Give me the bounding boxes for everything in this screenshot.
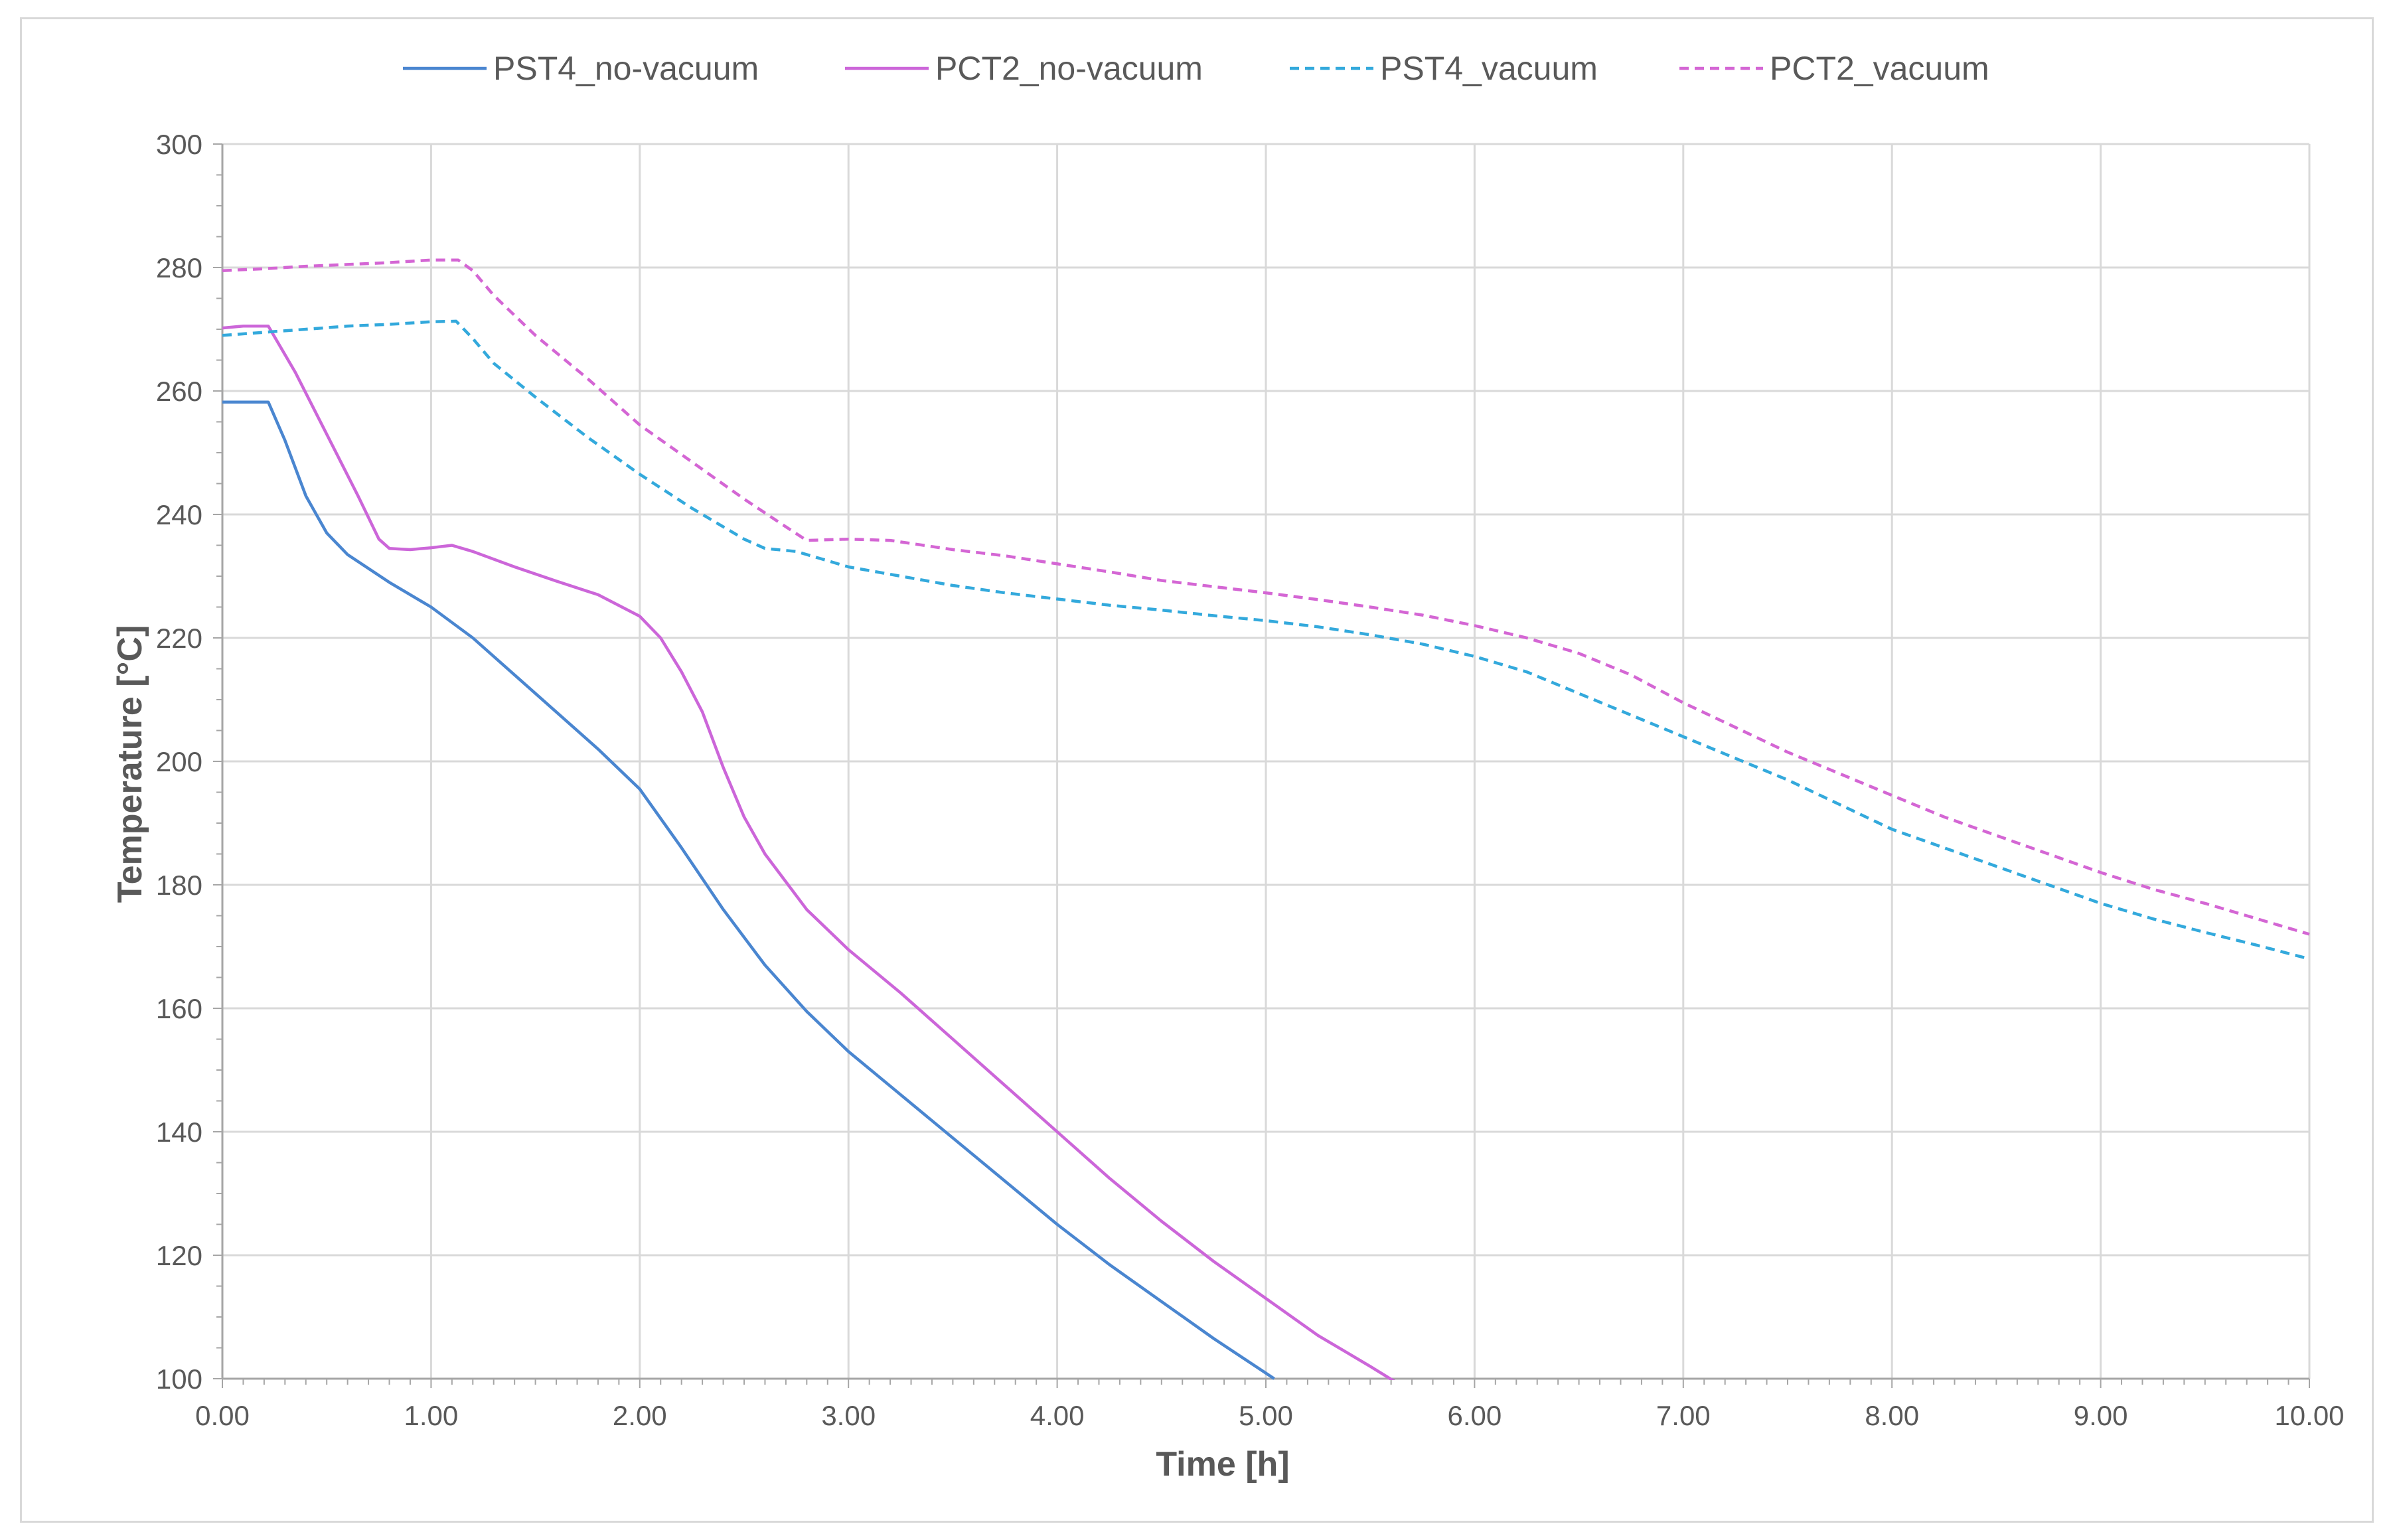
x-tick-label: 1.00 [404, 1400, 459, 1431]
legend-label: PST4_vacuum [1380, 50, 1598, 87]
y-tick-label: 240 [156, 499, 202, 530]
x-axis-title: Time [h] [1156, 1445, 1289, 1484]
legend-label: PCT2_vacuum [1770, 50, 1989, 87]
y-tick-label: 220 [156, 623, 202, 654]
y-tick-label: 140 [156, 1116, 202, 1148]
x-tick-label: 4.00 [1030, 1400, 1085, 1431]
y-axis-title: Temperature [°C] [111, 625, 149, 903]
chart-frame: 100 120 140 160 180 200 220 240 260 280 300 0.00 1.0… [20, 17, 2374, 1523]
temperature-chart: 100 120 140 160 180 200 220 240 260 280 300 0.00 1.0… [111, 50, 2345, 1484]
y-tick-label: 300 [156, 129, 202, 160]
y-tick-label: 100 [156, 1363, 202, 1395]
x-tick-label: 5.00 [1239, 1400, 1293, 1431]
grid [222, 143, 2311, 1379]
y-tick-label: 160 [156, 993, 202, 1024]
series [222, 258, 2310, 1380]
series-line-PCT2_no-vacuum [222, 325, 1395, 1380]
series-line-PCT2_vacuum [222, 258, 2310, 936]
y-tick-label: 120 [156, 1240, 202, 1271]
x-tick-label: 9.00 [2074, 1400, 2128, 1431]
legend-label: PST4_no-vacuum [493, 50, 759, 87]
x-tick-label: 2.00 [613, 1400, 667, 1431]
series-line-PST4_no-vacuum [222, 400, 1275, 1380]
y-tick-label: 280 [156, 252, 202, 283]
tick-labels: 100 120 140 160 180 200 220 240 260 280 300 0.00 1.0… [156, 129, 2345, 1431]
x-tick-label: 0.00 [195, 1400, 250, 1431]
x-tick-label: 6.00 [1448, 1400, 1502, 1431]
x-tick-label: 7.00 [1656, 1400, 1711, 1431]
y-tick-label: 180 [156, 870, 202, 901]
x-tick-label: 8.00 [1865, 1400, 1919, 1431]
legend: PST4_no-vacuum PCT2_no-vacuum PST4_vacuum P… [403, 50, 1989, 87]
legend-label: PCT2_no-vacuum [935, 50, 1203, 87]
x-tick-label: 3.00 [821, 1400, 876, 1431]
x-tick-label: 10.00 [2274, 1400, 2344, 1431]
y-tick-label: 260 [156, 376, 202, 407]
y-tick-label: 200 [156, 746, 202, 777]
axes [213, 143, 2310, 1388]
